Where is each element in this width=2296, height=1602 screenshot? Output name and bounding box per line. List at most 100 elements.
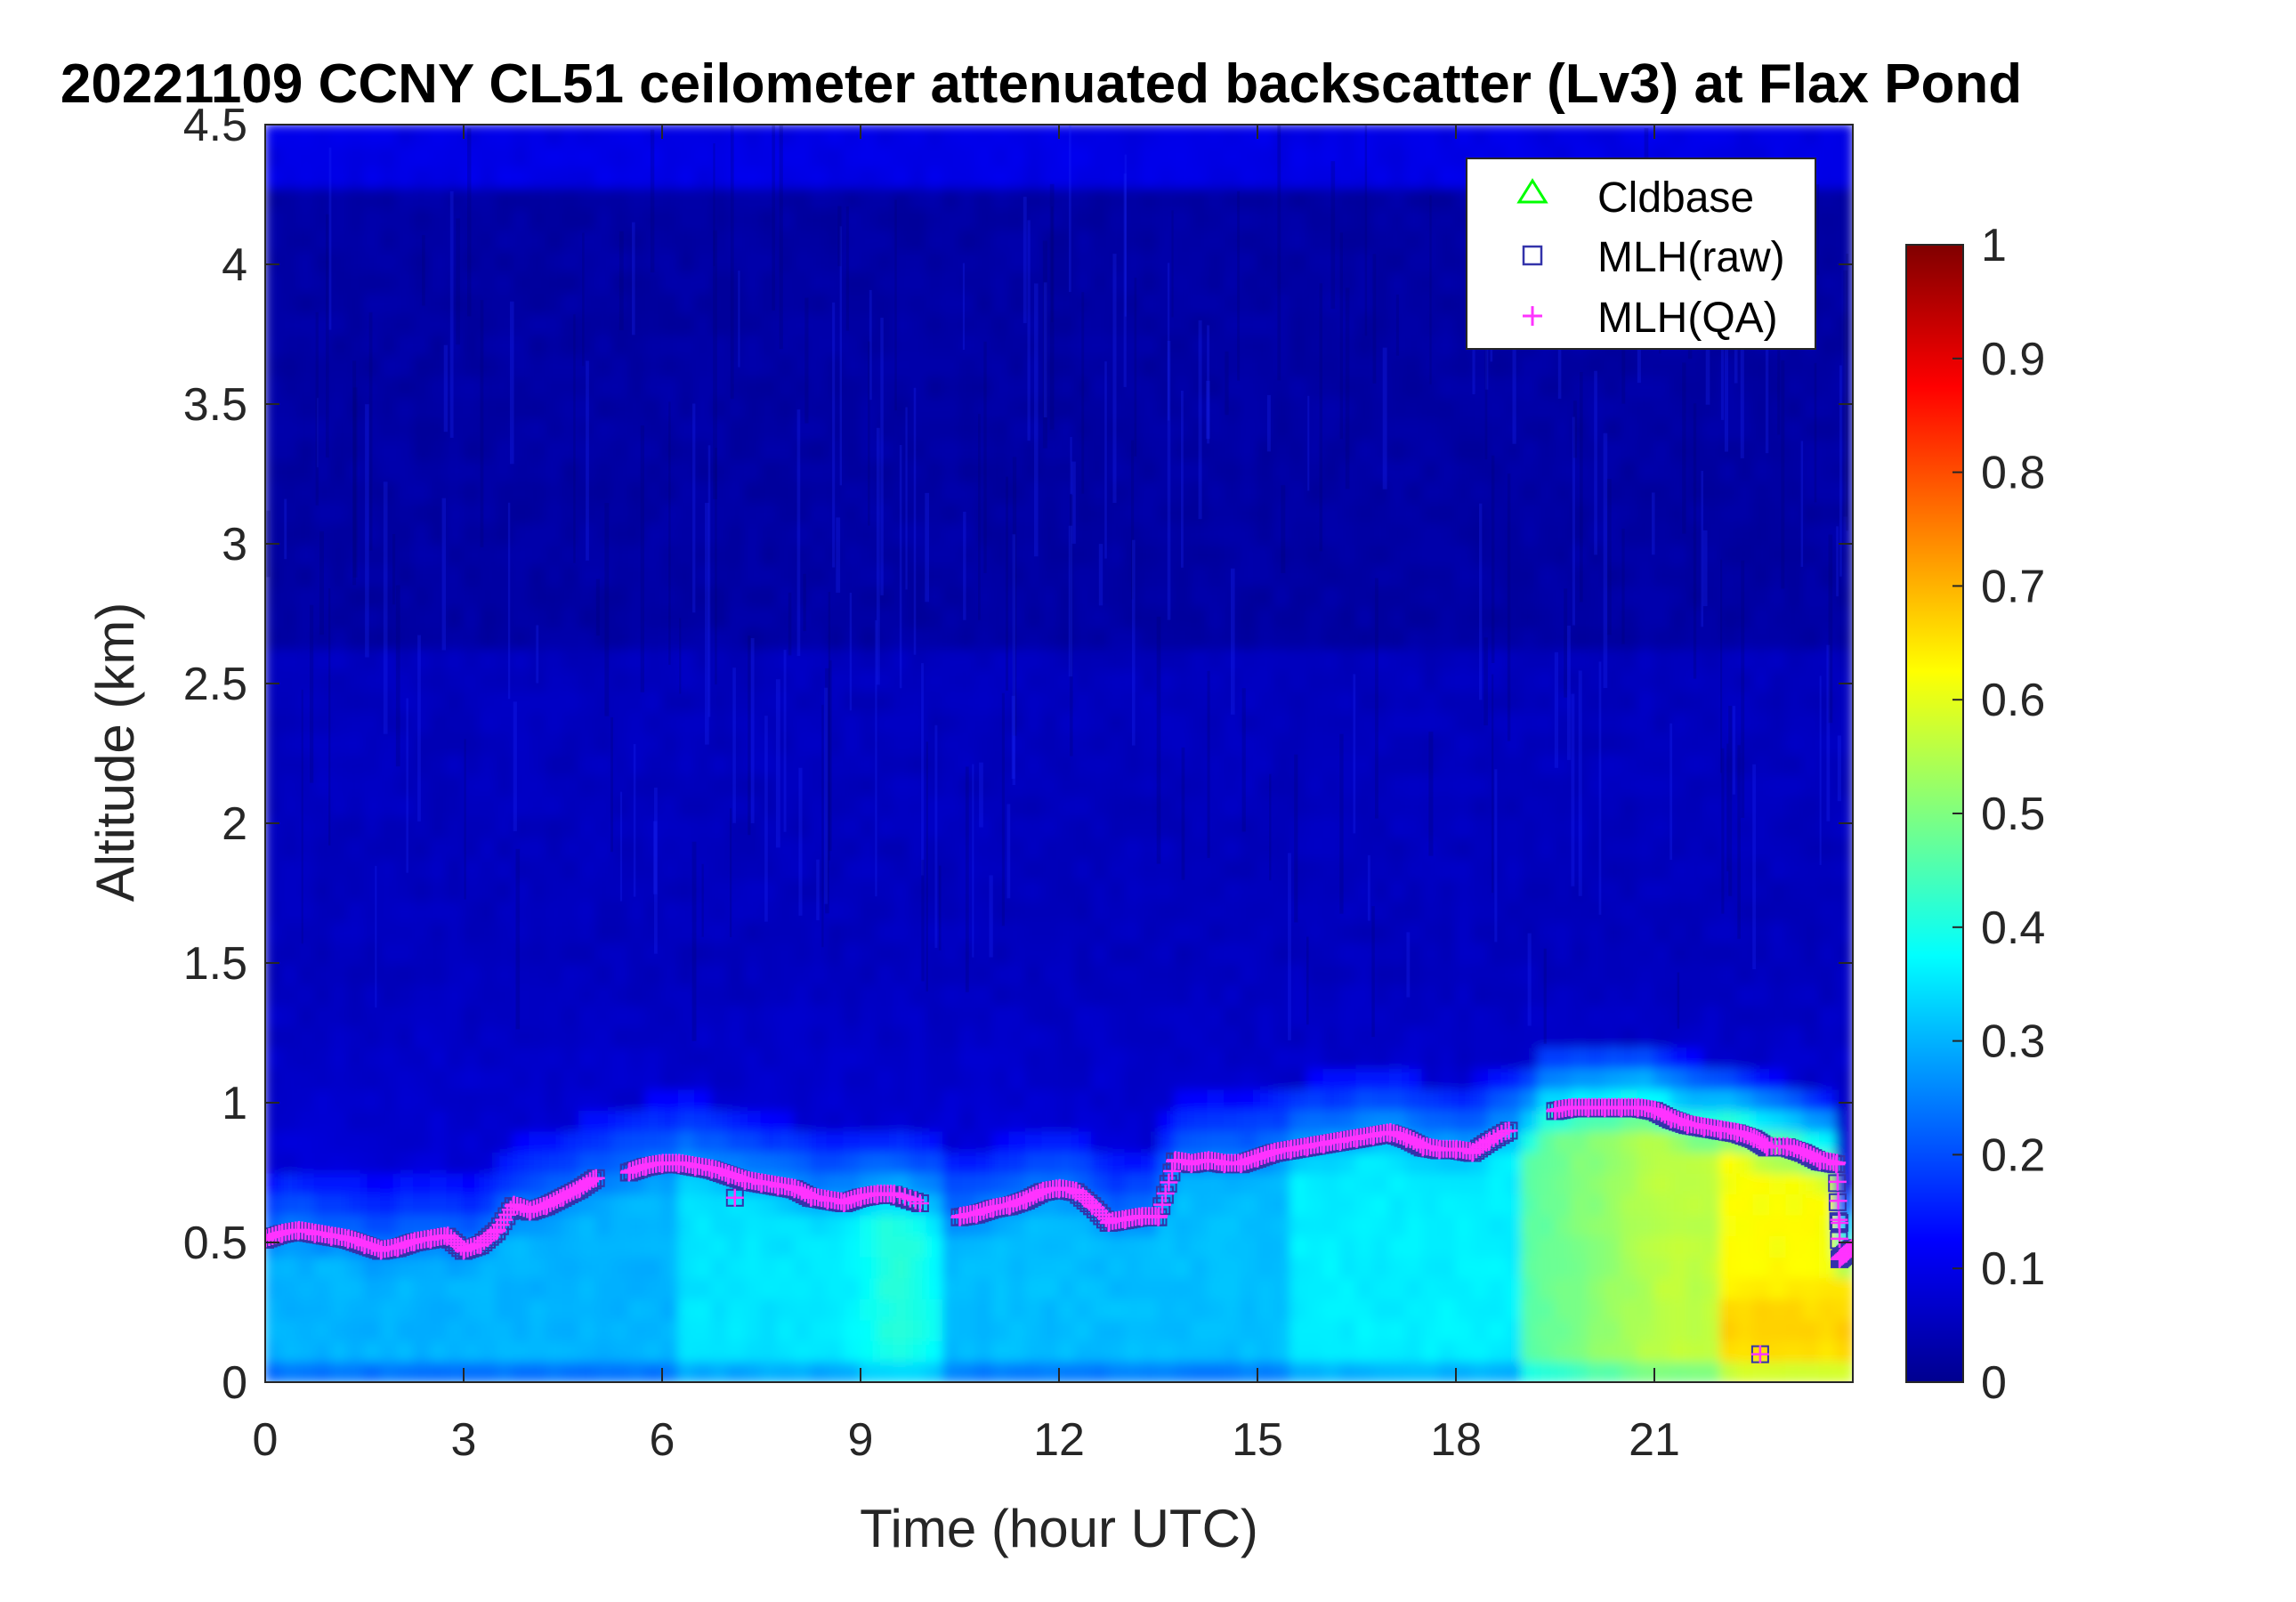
heat-cell (991, 500, 1011, 524)
heat-cell (1289, 458, 1308, 482)
heat-cell (1521, 1088, 1540, 1111)
heat-cell (1355, 773, 1375, 797)
heat-cell (429, 1004, 449, 1027)
heat-cell (1421, 354, 1441, 377)
heat-cell (1223, 249, 1242, 272)
heat-cell (1372, 396, 1391, 419)
heat-cell (743, 1360, 763, 1382)
heat-cell (280, 752, 300, 776)
heat-cell (1190, 710, 1209, 733)
heat-cell (1521, 899, 1540, 922)
heat-cell (1372, 857, 1391, 880)
heat-cell (1273, 500, 1292, 524)
heat-cell (958, 1339, 978, 1363)
heat-cell (1124, 899, 1143, 922)
heat-cell (1157, 1255, 1176, 1279)
heat-cell (826, 375, 845, 399)
heat-cell (1190, 1046, 1209, 1069)
heat-cell (1604, 794, 1622, 818)
heat-cell (1438, 731, 1457, 755)
heat-cell (1587, 836, 1606, 860)
heat-cell (1058, 878, 1077, 902)
heat-cell (463, 144, 481, 168)
heat-cell (644, 962, 663, 985)
heat-cell (1107, 438, 1127, 461)
heat-cell (991, 228, 1011, 252)
heat-cell (280, 1171, 300, 1195)
heat-cell (578, 125, 597, 147)
heat-cell (893, 375, 911, 399)
heat-cell (1207, 375, 1225, 399)
heat-cell (843, 1088, 861, 1111)
heat-cell (463, 396, 481, 419)
heat-cell (1355, 1171, 1375, 1195)
heat-cell (1388, 605, 1408, 629)
heat-cell (1421, 207, 1441, 231)
heat-cell (893, 522, 911, 545)
heat-cell (926, 710, 944, 733)
heat-cell (793, 1255, 812, 1279)
heat-cell (760, 291, 780, 314)
heat-cell (694, 458, 713, 482)
heat-cell (380, 647, 399, 671)
heat-cell (694, 125, 713, 147)
heat-cell (363, 605, 383, 629)
heat-cell (1008, 1046, 1027, 1069)
heat-cell (926, 878, 944, 902)
heat-cell (496, 125, 514, 147)
heat-cell (594, 752, 614, 776)
heat-cell (1355, 919, 1375, 943)
heat-cell (1008, 1360, 1027, 1382)
heat-cell (1604, 647, 1622, 671)
heat-cell (1190, 919, 1209, 943)
heat-cell (496, 375, 514, 399)
heat-cell (777, 983, 796, 1007)
heat-cell (1008, 1234, 1027, 1258)
heat-cell (991, 522, 1011, 545)
heat-cell (265, 857, 283, 880)
heat-cell (926, 354, 944, 377)
heat-cell (1372, 627, 1391, 650)
heat-cell (594, 1234, 614, 1258)
heat-cell (1388, 941, 1408, 965)
heat-cell (644, 585, 663, 608)
heat-cell (463, 1193, 481, 1216)
heat-cell (1273, 333, 1292, 357)
heat-cell (926, 522, 944, 545)
heat-cell (545, 354, 564, 377)
heat-cell (777, 1339, 796, 1363)
heat-cell (942, 647, 961, 671)
heat-cell (942, 919, 961, 943)
heat-cell (777, 878, 796, 902)
heat-cell (1455, 836, 1474, 860)
heat-cell (1421, 773, 1441, 797)
heat-cell (694, 500, 713, 524)
heat-cell (1140, 500, 1160, 524)
heat-cell (1024, 752, 1044, 776)
heat-cell (644, 815, 663, 838)
heat-cell (529, 186, 547, 210)
heat-cell (1438, 1276, 1457, 1299)
heat-cell (1537, 627, 1556, 650)
heat-cell (942, 1171, 961, 1195)
heat-cell (594, 228, 614, 252)
heat-cell (1207, 815, 1225, 838)
heat-cell (578, 375, 597, 399)
heat-cell (1438, 857, 1457, 880)
heat-cell (975, 794, 994, 818)
heat-cell (280, 458, 300, 482)
heat-cell (909, 878, 928, 902)
heat-cell (1157, 543, 1176, 566)
heat-cell (463, 731, 481, 755)
heat-cell (611, 166, 630, 189)
heat-cell (644, 1276, 663, 1299)
heat-cell (429, 773, 449, 797)
heat-cell (893, 919, 911, 943)
heat-cell (1554, 710, 1573, 733)
heat-cell (479, 1088, 498, 1111)
heat-cell (463, 815, 481, 838)
heat-cell (1488, 1213, 1507, 1237)
heat-cell (727, 207, 746, 231)
heat-cell (926, 605, 944, 629)
heat-cell (330, 563, 349, 587)
